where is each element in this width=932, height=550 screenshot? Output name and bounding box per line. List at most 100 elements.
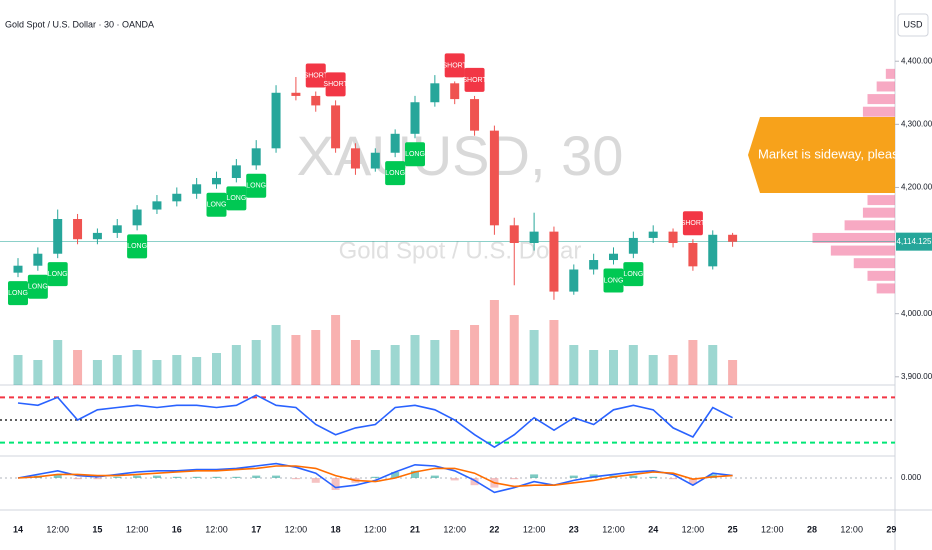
- volume-bar: [370, 350, 380, 385]
- volume-profile-bar: [830, 245, 895, 256]
- x-tick-label: 21: [410, 524, 420, 534]
- histogram-bar: [272, 475, 281, 478]
- volume-bar: [708, 345, 718, 385]
- volume-bar: [251, 340, 261, 385]
- x-tick-label: 12:00: [205, 524, 228, 534]
- signal-label: LONG: [246, 183, 266, 190]
- x-tick-label: 22: [489, 524, 499, 534]
- volume-profile-bar: [853, 258, 895, 269]
- candle-body: [291, 92, 301, 96]
- volume-bar: [132, 350, 142, 385]
- histogram-bar: [252, 475, 261, 478]
- last-price-box: [896, 232, 932, 251]
- x-tick-label: 12:00: [602, 524, 625, 534]
- candle-body: [648, 231, 658, 238]
- candle-body: [609, 253, 618, 261]
- histogram-bar: [411, 470, 419, 478]
- x-tick-label: 23: [569, 524, 579, 534]
- y-tick-label: 3,900.000: [901, 372, 932, 381]
- candle-body: [112, 225, 122, 233]
- candle-body: [549, 231, 559, 292]
- histogram-bar: [232, 476, 241, 478]
- signal-box: [603, 268, 624, 293]
- volume-bar: [470, 325, 480, 385]
- signal-label: LONG: [604, 277, 624, 284]
- indicator-line: [17, 462, 733, 494]
- signal-label: LONG: [8, 290, 28, 297]
- candle-body: [192, 184, 202, 194]
- y-tick-label: 4,200.000: [901, 183, 932, 192]
- histogram-bar: [510, 478, 519, 480]
- volume-bar: [192, 357, 202, 385]
- candle-body: [489, 130, 499, 226]
- histogram-bar: [73, 478, 82, 480]
- volume-bar: [628, 345, 638, 385]
- volume-bar: [73, 350, 83, 385]
- candle-body: [13, 265, 23, 273]
- signal-label: LONG: [127, 243, 147, 250]
- signal-box: [305, 63, 326, 88]
- volume-bar: [549, 320, 559, 385]
- candle-body: [251, 148, 261, 166]
- currency-box[interactable]: [897, 13, 929, 37]
- volume-bar: [112, 355, 122, 385]
- x-tick-label: 12:00: [285, 524, 308, 534]
- x-tick-label: 12:00: [443, 524, 466, 534]
- candle-body: [688, 242, 698, 267]
- candle-body: [370, 152, 380, 169]
- histogram-bar: [212, 476, 221, 478]
- candle-body: [132, 209, 142, 226]
- x-tick-label: 12:00: [840, 524, 863, 534]
- watermark-symbol: XAUUSD, 30: [297, 124, 624, 187]
- candle-body: [92, 232, 102, 240]
- candle-body: [271, 92, 281, 149]
- candle-body: [589, 260, 599, 270]
- candle-body: [172, 193, 182, 202]
- volume-profile-bar: [862, 207, 895, 218]
- signal-box: [385, 161, 406, 186]
- histogram-bar: [629, 475, 638, 478]
- x-tick-label: 12:00: [364, 524, 387, 534]
- volume-bar: [390, 345, 400, 385]
- histogram-bar: [649, 476, 658, 478]
- signal-label: SHORT: [304, 72, 329, 79]
- currency: USD: [903, 19, 923, 29]
- signal-box: [27, 274, 48, 299]
- volume-profile-bar: [844, 220, 895, 231]
- volume-bar: [291, 335, 301, 385]
- histogram-bar: [291, 478, 300, 480]
- volume-bar: [53, 340, 63, 385]
- histogram-bar: [93, 478, 102, 480]
- candle-body: [231, 165, 241, 178]
- volume-bar: [430, 340, 440, 385]
- candle-body: [708, 234, 718, 267]
- signal-label: SHORT: [443, 62, 468, 69]
- volume-profile-bar: [876, 283, 895, 294]
- volume-bar: [212, 353, 221, 385]
- volume-bar: [728, 360, 738, 385]
- signal-box: [623, 262, 644, 287]
- y-tick-label: 0.000: [901, 473, 922, 482]
- signal-label: LONG: [28, 284, 48, 291]
- volume-bar: [489, 300, 499, 385]
- indicator-line: [17, 465, 733, 488]
- signal-label: LONG: [405, 151, 425, 158]
- volume-bar: [450, 330, 460, 385]
- signal-box: [464, 67, 485, 92]
- candle-body: [390, 133, 400, 153]
- volume-bar: [668, 355, 678, 385]
- volume-bar: [688, 340, 698, 385]
- histogram-bar: [470, 478, 479, 486]
- histogram-bar: [371, 476, 380, 478]
- candle-body: [350, 148, 360, 169]
- histogram-bar: [172, 476, 181, 478]
- x-tick-label: 18: [331, 524, 341, 534]
- signal-label: LONG: [623, 271, 643, 278]
- signal-label: LONG: [207, 202, 227, 209]
- histogram-bar: [669, 478, 678, 480]
- volume-profile-bar: [867, 195, 895, 206]
- histogram-bar: [688, 478, 697, 484]
- histogram-bar: [152, 475, 161, 478]
- volume-profile-bar: [867, 94, 895, 105]
- candle-body: [311, 95, 321, 106]
